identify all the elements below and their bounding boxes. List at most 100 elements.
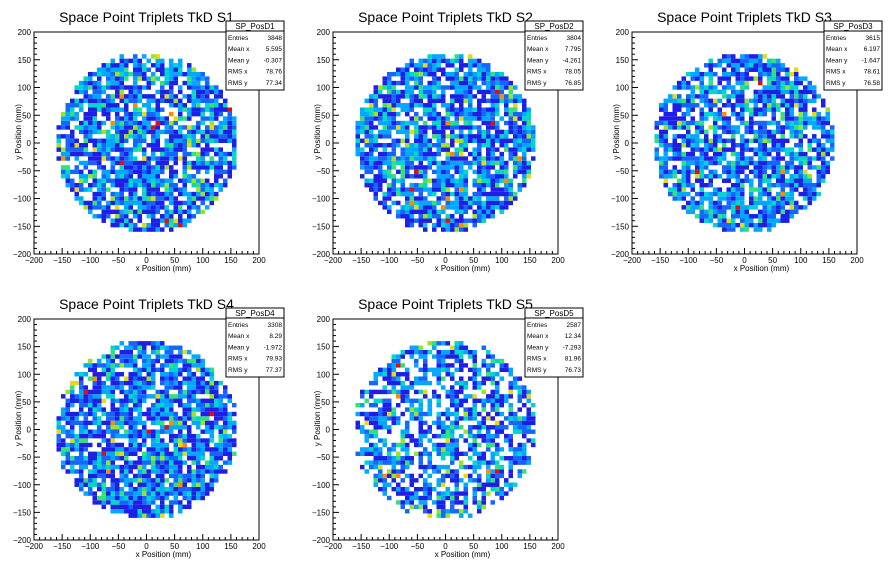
heatmap-bin bbox=[672, 116, 677, 121]
heatmap-bin bbox=[486, 191, 491, 197]
heatmap-bin bbox=[382, 372, 387, 377]
heatmap-bin bbox=[169, 513, 174, 518]
heatmap-bin bbox=[218, 138, 223, 143]
heatmap-bin bbox=[427, 513, 432, 518]
heatmap-bin bbox=[785, 116, 790, 121]
heatmap-bin bbox=[409, 407, 414, 412]
heatmap-bin bbox=[209, 116, 214, 121]
heatmap-bin bbox=[731, 103, 736, 108]
heatmap-bin bbox=[191, 107, 196, 112]
heatmap-bin bbox=[223, 433, 228, 439]
heatmap-bin bbox=[182, 473, 187, 479]
heatmap-bin bbox=[92, 469, 97, 474]
heatmap-bin bbox=[418, 143, 423, 148]
heatmap-bin bbox=[223, 120, 228, 126]
heatmap-bin bbox=[686, 120, 691, 126]
heatmap-bin bbox=[169, 67, 174, 72]
heatmap-bin bbox=[445, 196, 450, 201]
heatmap-bin bbox=[97, 429, 102, 434]
heatmap-bin bbox=[785, 209, 790, 215]
heatmap-bin bbox=[722, 214, 727, 219]
panel-title: Space Point Triplets TkD S2 bbox=[358, 9, 533, 25]
heatmap-bin bbox=[92, 169, 97, 175]
heatmap-bin bbox=[441, 358, 446, 364]
heatmap-bin bbox=[223, 160, 228, 166]
heatmap-bin bbox=[432, 222, 437, 228]
heatmap-bin bbox=[767, 165, 772, 170]
heatmap-bin bbox=[110, 411, 115, 417]
heatmap-bin bbox=[409, 94, 414, 99]
heatmap-bin bbox=[654, 156, 659, 161]
heatmap-bin bbox=[173, 116, 178, 121]
heatmap-bin bbox=[373, 98, 378, 104]
heatmap-bin bbox=[124, 491, 129, 496]
heatmap-bin bbox=[762, 174, 767, 179]
heatmap-bin bbox=[717, 196, 722, 201]
heatmap-bin bbox=[459, 63, 464, 68]
heatmap-bin bbox=[704, 138, 709, 143]
heatmap-bin bbox=[83, 447, 88, 452]
heatmap-bin bbox=[517, 169, 522, 175]
heatmap-bin bbox=[463, 76, 468, 81]
heatmap-bin bbox=[771, 129, 776, 135]
heatmap-bin bbox=[472, 200, 477, 206]
heatmap-bin bbox=[119, 89, 124, 95]
heatmap-bin bbox=[400, 107, 405, 112]
heatmap-bin bbox=[454, 187, 459, 192]
heatmap-bin bbox=[209, 389, 214, 395]
heatmap-bin bbox=[740, 58, 745, 64]
heatmap-bin bbox=[717, 134, 722, 139]
heatmap-bin bbox=[423, 94, 428, 99]
heatmap-bin bbox=[173, 416, 178, 421]
histogram-panel-2: Space Point Triplets TkD S2−200−200−150−… bbox=[312, 9, 584, 273]
heatmap-bin bbox=[821, 129, 826, 135]
heatmap-bin bbox=[486, 134, 491, 139]
heatmap-bin bbox=[427, 349, 432, 355]
heatmap-bin bbox=[151, 143, 156, 148]
heatmap-bin bbox=[200, 411, 205, 417]
heatmap-bin bbox=[690, 200, 695, 206]
heatmap-bin bbox=[749, 138, 754, 143]
heatmap-bin bbox=[731, 85, 736, 90]
heatmap-bin bbox=[776, 58, 781, 64]
heatmap-bin bbox=[169, 363, 174, 368]
heatmap-bin bbox=[427, 67, 432, 72]
heatmap-bin bbox=[133, 143, 138, 148]
heatmap-bin bbox=[191, 447, 196, 452]
heatmap-bin bbox=[414, 376, 419, 381]
heatmap-bin bbox=[110, 196, 115, 201]
heatmap-bin bbox=[142, 425, 147, 430]
heatmap-bin bbox=[101, 196, 106, 201]
heatmap-bin bbox=[477, 111, 482, 117]
heatmap-bin bbox=[79, 402, 84, 408]
heatmap-bin bbox=[92, 385, 97, 390]
heatmap-bin bbox=[128, 129, 133, 135]
heatmap-bin bbox=[182, 416, 187, 421]
heatmap-bin bbox=[477, 67, 482, 72]
heatmap-bin bbox=[83, 363, 88, 368]
x-axis-label: x Position (mm) bbox=[734, 264, 790, 273]
stats-row-label: Entries bbox=[527, 35, 548, 42]
heatmap-bin bbox=[663, 129, 668, 135]
heatmap-bin bbox=[187, 98, 192, 104]
heatmap-bin bbox=[232, 134, 237, 139]
heatmap-bin bbox=[124, 165, 129, 170]
heatmap-bin bbox=[146, 200, 151, 206]
heatmap-bin bbox=[468, 134, 473, 139]
heatmap-bin bbox=[418, 420, 423, 426]
heatmap-bin bbox=[70, 182, 75, 188]
heatmap-bin bbox=[178, 134, 183, 139]
heatmap-bin bbox=[97, 500, 102, 505]
heatmap-bin bbox=[481, 191, 486, 197]
heatmap-bin bbox=[196, 160, 201, 166]
heatmap-bin bbox=[717, 116, 722, 121]
heatmap-bin bbox=[418, 473, 423, 479]
heatmap-bin bbox=[427, 464, 432, 470]
heatmap-bin bbox=[164, 416, 169, 421]
heatmap-bin bbox=[227, 134, 232, 139]
heatmap-bin bbox=[486, 200, 491, 206]
heatmap-bin bbox=[486, 214, 491, 219]
heatmap-bin bbox=[133, 169, 138, 175]
heatmap-bin bbox=[65, 147, 70, 152]
heatmap-bin bbox=[92, 111, 97, 117]
